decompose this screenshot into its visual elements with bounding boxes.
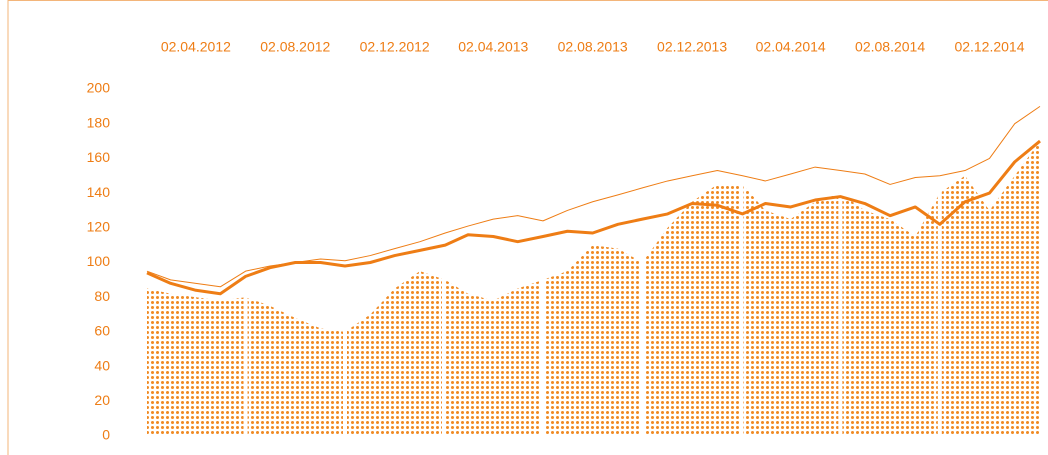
y-tick-label: 100: [87, 253, 111, 269]
column-gap: [937, 79, 942, 441]
x-tick-label: 02.08.2012: [260, 39, 330, 55]
column-gap: [640, 79, 645, 441]
area: [147, 141, 1040, 437]
x-tick-label: 02.08.2013: [558, 39, 628, 55]
column-gap: [540, 79, 545, 441]
x-tick-label: 02.08.2014: [855, 39, 925, 55]
x-tick-label: 02.12.2014: [954, 39, 1024, 55]
x-tick-label: 02.04.2012: [161, 39, 231, 55]
frame: [7, 0, 1048, 455]
y-tick-label: 80: [94, 288, 110, 304]
line: [146, 139, 1041, 296]
column-gap: [838, 79, 843, 441]
y-tick-label: 40: [94, 357, 110, 373]
x-tick-label: 02.04.2013: [458, 39, 528, 55]
column-gap: [243, 79, 248, 441]
column-gap: [342, 79, 347, 441]
y-tick-label: 20: [94, 392, 110, 408]
column-gap: [441, 79, 446, 441]
y-tick-label: 200: [87, 80, 111, 96]
x-tick-label: 02.04.2014: [756, 39, 826, 55]
y-tick-label: 180: [87, 114, 111, 130]
y-tick-label: 0: [102, 427, 110, 443]
y-tick-label: 120: [87, 219, 111, 235]
x-tick-label: 02.12.2012: [360, 39, 430, 55]
column-gap: [739, 79, 744, 441]
y-tick-label: 140: [87, 184, 111, 200]
y-tick-label: 160: [87, 149, 111, 165]
x-tick-label: 02.12.2013: [657, 39, 727, 55]
y-tick-label: 60: [94, 323, 110, 339]
